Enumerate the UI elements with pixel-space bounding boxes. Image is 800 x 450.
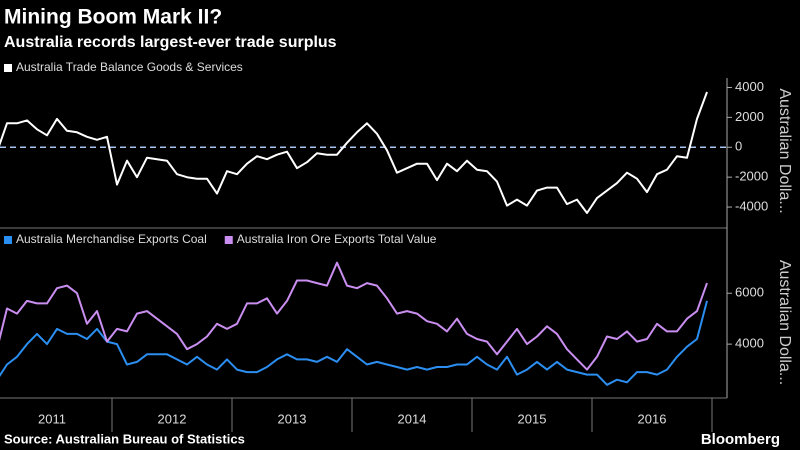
x-tick-label: 2011 (38, 411, 66, 426)
brand: Bloomberg (701, 431, 780, 448)
x-tick-label: 2016 (638, 411, 667, 426)
chart-subtitle: Australia records largest-ever trade sur… (4, 34, 337, 51)
data-line (0, 300, 708, 386)
legend-swatch (4, 236, 12, 244)
legend-swatch (4, 64, 12, 72)
x-tick-label: 2015 (518, 411, 547, 426)
y-tick-label: 0 (735, 139, 742, 154)
y-axis-label: Australian Dolla... (776, 260, 793, 385)
y-tick-label: 4000 (735, 336, 764, 351)
x-tick-label: 2012 (158, 411, 187, 426)
plot-area (0, 91, 727, 386)
y-tick-label: -4000 (735, 198, 768, 213)
x-tick-label: 2014 (398, 411, 427, 426)
y-tick-label: -2000 (735, 169, 768, 184)
legend-label: Australia Merchandise Exports Coal (16, 232, 207, 246)
y-tick-label: 2000 (735, 109, 764, 124)
legend-label: Australia Iron Ore Exports Total Value (237, 232, 437, 246)
y-axis-label: Australian Dolla... (776, 88, 793, 213)
y-tick-label: 6000 (735, 285, 764, 300)
data-line (0, 91, 708, 214)
x-tick-label: 2013 (278, 411, 307, 426)
legend-label: Australia Trade Balance Goods & Services (16, 60, 243, 74)
legend-swatch (224, 236, 233, 244)
source: Source: Australian Bureau of Statistics (4, 431, 245, 446)
data-line (0, 261, 708, 371)
chart-title: Mining Boom Mark II? (4, 6, 222, 29)
y-tick-label: 4000 (735, 79, 764, 94)
